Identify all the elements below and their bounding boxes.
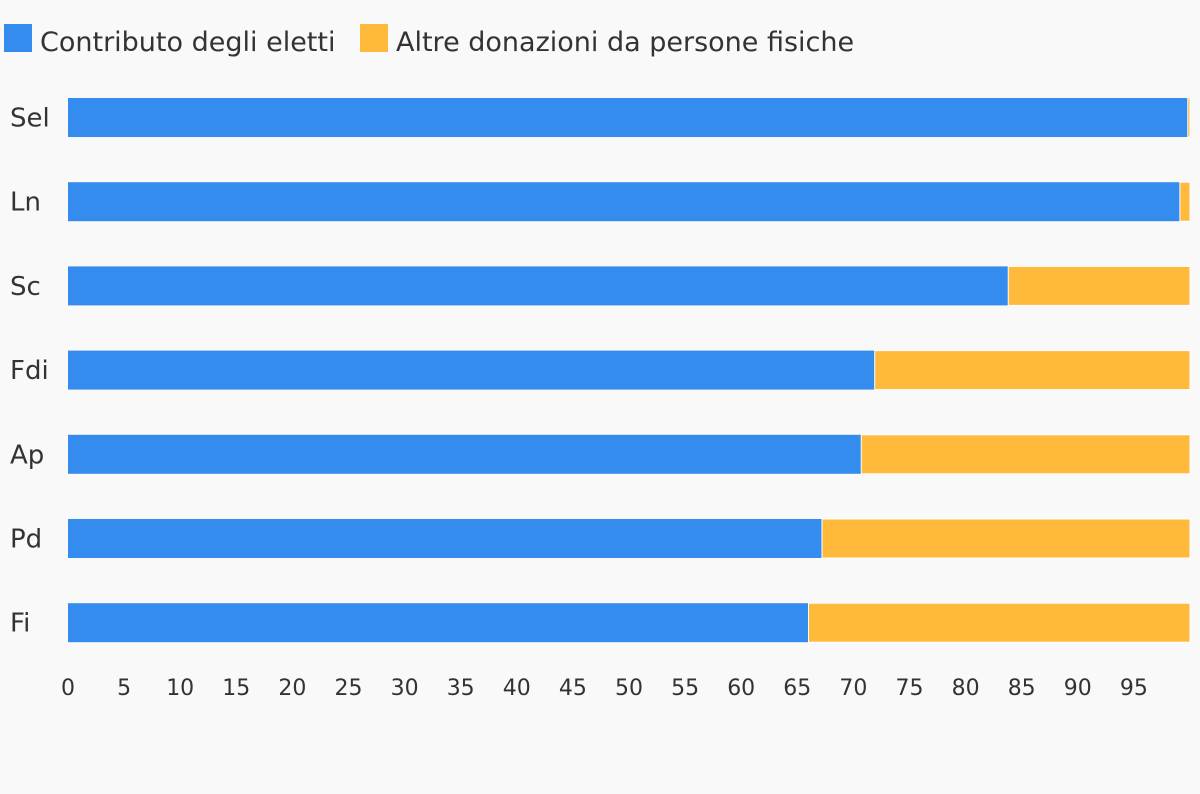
x-tick-label-5: 5 [117, 676, 131, 701]
legend-label-altre-donazioni: Altre donazioni da persone fisiche [396, 27, 854, 58]
bars-group [68, 97, 1191, 643]
x-tick-label-80: 80 [952, 676, 980, 701]
x-tick-label-60: 60 [727, 676, 755, 701]
bar-pd-series-0 [68, 519, 822, 558]
bar-fdi-series-0 [68, 350, 875, 390]
x-tick-label-70: 70 [839, 676, 867, 701]
x-tick-label-75: 75 [896, 676, 924, 701]
x-tick-label-45: 45 [559, 676, 587, 701]
x-tick-label-40: 40 [503, 676, 531, 701]
x-tick-label-10: 10 [166, 676, 194, 701]
category-labels: Sel Ln Sc Fdi Ap Pd Fi [10, 104, 50, 639]
x-tick-label-35: 35 [447, 676, 475, 701]
x-tick-label-30: 30 [391, 676, 419, 701]
bar-pd-series-1 [821, 518, 1191, 559]
bar-sel-series-0 [68, 98, 1188, 137]
x-tick-label-50: 50 [615, 676, 643, 701]
x-axis: 0 5 10 15 20 25 30 35 40 45 50 55 60 65 70 75 80 85 90 95 [61, 676, 1148, 701]
bar-sel-series-1 [1187, 97, 1191, 138]
x-tick-label-25: 25 [335, 676, 363, 701]
category-label-pd: Pd [10, 525, 42, 555]
bar-fi-series-1 [808, 602, 1191, 643]
bar-ap-series-1 [860, 434, 1191, 475]
x-tick-label-55: 55 [671, 676, 699, 701]
x-tick-label-0: 0 [61, 676, 75, 701]
bar-ap-series-0 [68, 434, 862, 474]
x-tick-label-20: 20 [278, 676, 306, 701]
x-tick-label-15: 15 [222, 676, 250, 701]
category-label-fdi: Fdi [10, 356, 49, 386]
legend: Contributo degli eletti Altre donazioni … [4, 24, 854, 58]
x-tick-label-95: 95 [1120, 676, 1148, 701]
bar-sc-series-1 [1007, 265, 1191, 306]
category-label-fi: Fi [10, 609, 30, 639]
category-label-ap: Ap [10, 440, 44, 470]
x-tick-label-90: 90 [1064, 676, 1092, 701]
bar-fdi-series-1 [874, 350, 1191, 391]
legend-swatch-altre-donazioni [360, 24, 388, 52]
category-label-sel: Sel [10, 104, 50, 134]
bar-ln-series-1 [1179, 181, 1191, 222]
legend-label-contributo: Contributo degli eletti [40, 27, 335, 58]
bar-ln-series-0 [68, 182, 1180, 222]
x-tick-label-85: 85 [1008, 676, 1036, 701]
legend-swatch-contributo [4, 24, 32, 52]
bar-fi-series-0 [68, 603, 809, 643]
category-label-ln: Ln [10, 188, 41, 218]
bar-sc-series-0 [68, 266, 1009, 306]
category-label-sc: Sc [10, 272, 41, 302]
x-tick-label-65: 65 [783, 676, 811, 701]
